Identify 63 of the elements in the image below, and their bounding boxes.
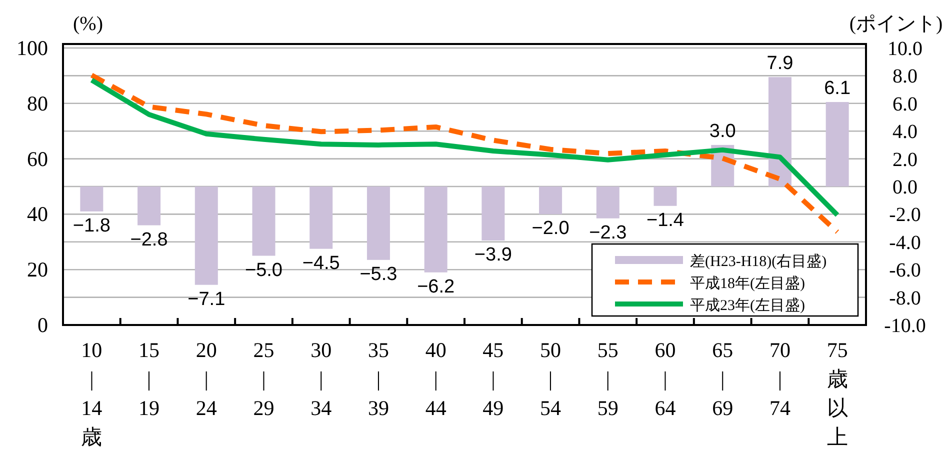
legend-label: 差(H23-H18)(右目盛) <box>690 253 827 270</box>
x-tick-label: 20 | 24 <box>196 338 218 420</box>
y2-tick-label: 0.0 <box>892 176 918 198</box>
data-label: −5.3 <box>360 264 398 285</box>
x-tick-label: 55 | 59 <box>597 338 618 420</box>
bar <box>826 102 849 186</box>
data-label: −3.9 <box>474 244 512 266</box>
data-label: −5.0 <box>244 260 283 281</box>
bar <box>252 186 276 256</box>
y2-axis-title: (ポイント) <box>849 13 943 35</box>
y2-tick-label: -8.0 <box>889 287 921 310</box>
data-label: −4.5 <box>302 252 340 274</box>
x-tick-label: 15 | 19 <box>138 338 160 420</box>
y-tick-label: 60 <box>27 146 48 171</box>
data-label: −7.1 <box>188 288 226 310</box>
bar <box>138 186 161 226</box>
y2-tick-label: 8.0 <box>892 66 918 88</box>
x-tick-label: 65 | 69 <box>712 338 734 420</box>
y-tick-label: 80 <box>27 91 48 116</box>
data-label: 3.0 <box>709 120 736 142</box>
y2-tick-label: -6.0 <box>889 260 921 282</box>
data-label: 6.1 <box>824 78 851 100</box>
bar <box>310 186 333 249</box>
legend-label: 平成18年(左目盛) <box>690 275 805 292</box>
y2-tick-label: -10.0 <box>884 315 926 337</box>
bar <box>654 186 677 206</box>
bar <box>194 186 218 285</box>
data-label: 7.9 <box>766 53 794 74</box>
y-tick-label: 20 <box>27 258 48 282</box>
bar <box>596 186 620 218</box>
x-tick-label: 35 | 39 <box>368 338 389 420</box>
x-tick-label: 30 | 34 <box>310 338 332 420</box>
x-tick-label: 75 歳以上 <box>826 338 848 449</box>
x-tick-label: 60 | 64 <box>654 338 676 420</box>
x-tick-label: 25 | 29 <box>253 338 274 420</box>
y-tick-label: 40 <box>27 202 48 226</box>
bar <box>80 186 104 212</box>
y-axis-title: (%) <box>73 13 103 35</box>
y2-tick-label: 6.0 <box>892 93 918 116</box>
x-tick-label: 10 | 14 歳 <box>81 338 103 449</box>
data-label: −6.2 <box>417 276 455 298</box>
x-tick-label: 50 | 54 <box>540 338 562 420</box>
y2-tick-label: 2.0 <box>892 148 918 171</box>
bar <box>768 77 792 186</box>
bar <box>424 186 448 272</box>
y-tick-label: 100 <box>16 36 48 60</box>
x-tick-label: 45 | 49 <box>482 338 504 420</box>
bar <box>366 186 390 260</box>
bar <box>539 186 562 214</box>
x-tick-label: 40 | 44 <box>425 338 447 420</box>
y2-tick-label: 10.0 <box>888 38 922 60</box>
bar <box>482 186 505 241</box>
legend-label: 平成23年(左目盛) <box>690 297 805 314</box>
y2-tick-label: 4.0 <box>892 121 918 144</box>
data-label: −1.8 <box>72 215 110 236</box>
x-tick-label: 70 | 74 <box>769 338 791 420</box>
y-tick-label: 0 <box>38 313 48 337</box>
data-label: −1.4 <box>646 210 684 231</box>
data-label: −2.3 <box>589 222 627 244</box>
data-label: −2.0 <box>532 218 570 240</box>
y2-tick-label: -2.0 <box>889 204 921 226</box>
y2-tick-label: -4.0 <box>889 232 921 254</box>
data-label: −2.8 <box>130 229 168 250</box>
